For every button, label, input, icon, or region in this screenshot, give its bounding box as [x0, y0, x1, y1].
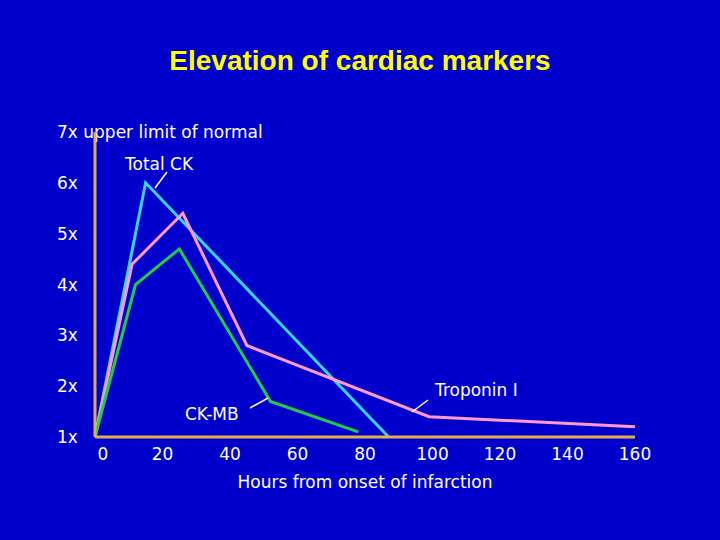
y-tick-label: 1x	[57, 427, 78, 447]
x-tick-label: 100	[416, 444, 448, 464]
leader-line	[250, 398, 268, 408]
y-axis	[94, 132, 97, 437]
title: Elevation of cardiac markers	[169, 45, 550, 76]
y-tick-label: 7x upper limit of normal	[57, 122, 263, 142]
y-tick-label: 6x	[57, 173, 78, 193]
x-tick-label: 160	[619, 444, 651, 464]
leader-line	[155, 172, 167, 188]
x-tick-label: 0	[98, 444, 109, 464]
y-tick-label: 3x	[57, 325, 78, 345]
chart: Elevation of cardiac markers 1x 2x 3x 4x 5x 6x…	[0, 0, 720, 540]
x-tick-label: 20	[152, 444, 174, 464]
x-axis-label: Hours from onset of infarction	[238, 472, 493, 492]
x-tick-label: 80	[354, 444, 376, 464]
series-label: CK-MB	[185, 404, 239, 424]
plot-area	[95, 183, 635, 437]
series-line	[95, 183, 389, 437]
series-label: Troponin I	[434, 380, 518, 400]
leader-line	[412, 400, 428, 412]
x-axis	[95, 436, 635, 439]
x-tick-label: 140	[551, 444, 583, 464]
x-tick-label: 120	[484, 444, 516, 464]
y-tick-label: 5x	[57, 224, 78, 244]
series-line	[95, 213, 635, 437]
series-label: Total CK	[124, 154, 194, 174]
x-tick-label: 40	[219, 444, 241, 464]
background	[0, 0, 720, 540]
y-tick-label: 4x	[57, 275, 78, 295]
x-tick-label: 60	[287, 444, 309, 464]
series-line	[95, 249, 358, 437]
y-tick-label: 2x	[57, 376, 78, 396]
